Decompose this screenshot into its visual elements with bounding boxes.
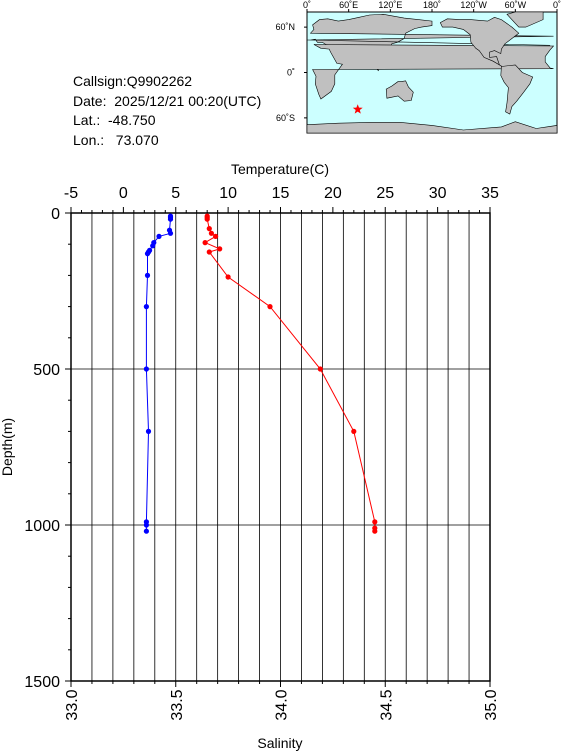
temp-tick-label: 30 [429, 185, 447, 202]
temp-tick-label: 10 [219, 185, 237, 202]
date-text: Date: 2025/12/21 00:20(UTC) [73, 92, 262, 109]
series-point-1 [144, 251, 151, 257]
series-point-1 [145, 428, 152, 434]
map-landmasses [306, 11, 558, 134]
bottom-axis-label: Salinity [257, 735, 302, 751]
series-point-0 [217, 246, 223, 252]
depth-tick-label: 1000 [24, 518, 60, 535]
series-point-0 [351, 428, 357, 434]
series-point-0 [317, 366, 323, 372]
temp-tick-label: 35 [481, 185, 499, 202]
temp-tick-label: 20 [324, 185, 342, 202]
series-point-0 [206, 249, 212, 255]
series-point-1 [167, 216, 174, 222]
landmass-s-america [500, 64, 534, 115]
map-lon-label: 180˚ [423, 0, 441, 10]
series-point-1 [143, 528, 149, 534]
series-line-0 [203, 216, 376, 532]
series-point-1 [167, 230, 174, 236]
series-point-1 [143, 522, 149, 528]
series-point-0 [213, 233, 219, 239]
map-lon-label: 0˚ [303, 0, 311, 10]
map-lat-label: 0˚ [287, 68, 295, 78]
top-axis-label: Temperature(C) [231, 161, 329, 177]
float-location-star-icon [352, 104, 363, 114]
float-info-panel: Callsign:Q9902262 Date: 2025/12/21 00:20… [73, 72, 261, 150]
map-lon-label: 120˚W [460, 0, 487, 10]
series-point-0 [204, 216, 210, 222]
salinity-tick-label: 34.0 [274, 689, 291, 720]
series-line-1 [145, 216, 172, 532]
temp-tick-label: 0 [119, 185, 128, 202]
chart-series [143, 213, 378, 534]
map-marker-group [352, 104, 363, 114]
map-lon-label: 120˚E [378, 0, 402, 10]
map-lon-label: 0˚ [553, 0, 561, 10]
temp-tick-label: 5 [171, 185, 180, 202]
landmass-n-america [439, 16, 520, 67]
series-point-1 [156, 233, 162, 239]
landmass-greenland [506, 11, 544, 28]
series-point-0 [372, 528, 378, 534]
series-point-0 [267, 304, 273, 310]
series-point-0 [202, 240, 208, 246]
depth-tick-label: 1500 [24, 674, 60, 691]
map-lon-label: 60˚E [339, 0, 358, 10]
y-axis-label: Depth(m) [0, 418, 15, 476]
series-point-1 [143, 366, 149, 372]
depth-tick-label: 0 [51, 206, 60, 223]
map-ticks: 0˚ 60˚E 120˚E 180˚ 120˚W 60˚W 0˚ 60˚N 0˚ 60˚S [275, 0, 561, 123]
series-point-1 [150, 243, 156, 249]
series-point-0 [206, 226, 212, 232]
series-point-1 [143, 304, 149, 310]
series-point-1 [144, 272, 151, 278]
salinity-tick-label: 35.0 [483, 689, 500, 720]
chart-grid [70, 213, 491, 681]
salinity-tick-label: 33.5 [169, 689, 186, 720]
temp-tick-label: 15 [272, 185, 290, 202]
map-lon-label: 60˚W [505, 0, 527, 10]
landmass-australia [385, 80, 414, 102]
series-point-0 [372, 519, 378, 525]
depth-tick-label: 500 [33, 362, 60, 379]
salinity-tick-label: 34.5 [378, 689, 395, 720]
map-lat-label: 60˚S [276, 113, 295, 123]
salinity-tick-label: 33.0 [64, 689, 81, 720]
callsign-text: Callsign:Q9902262 [73, 73, 193, 89]
longitude-text: Lon.: 73.070 [73, 131, 159, 148]
latitude-text: Lat.: -48.750 [73, 112, 156, 128]
map-lat-label: 60˚N [275, 22, 295, 32]
temp-tick-label: -5 [64, 185, 78, 202]
landmass-antarctica [306, 121, 558, 134]
temp-tick-label: 25 [376, 185, 394, 202]
series-point-0 [225, 274, 231, 280]
series-point-0 [208, 230, 214, 236]
